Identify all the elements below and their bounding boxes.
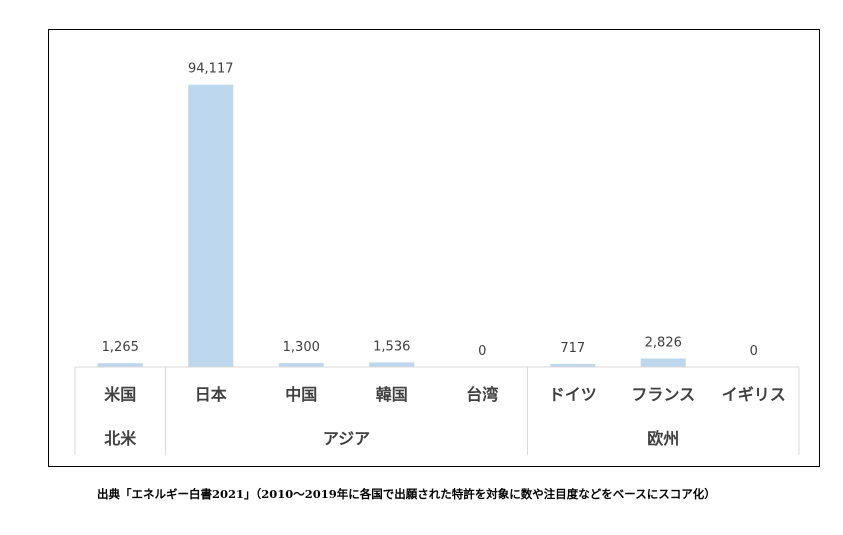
bar-1 [97, 363, 143, 367]
data-label-5: 0 [478, 344, 486, 359]
bar-2 [188, 84, 234, 368]
data-label-8: 0 [750, 344, 758, 359]
data-label-7: 2,826 [645, 336, 682, 351]
data-label-6: 717 [560, 341, 585, 356]
chart-frame: 1,265 94,117 1,300 1,536 0 717 2,826 0 米国 日本 中国 韓国 台… [48, 29, 820, 467]
group-label-2: アジア [323, 429, 370, 448]
group-label-1: 北米 [104, 429, 137, 448]
category-label-5: 台湾 [466, 385, 498, 404]
bar-7 [640, 358, 686, 367]
bar-6 [550, 364, 596, 367]
group-label-3: 欧州 [647, 429, 679, 448]
category-label-8: イギリス [722, 385, 786, 404]
bar-chart: 1,265 94,117 1,300 1,536 0 717 2,826 0 米国 日本 中国 韓国 台… [74, 62, 800, 455]
category-label-6: ドイツ [549, 385, 597, 404]
data-label-4: 1,536 [373, 339, 410, 354]
data-label-1: 1,265 [102, 340, 139, 355]
source-note: 出典「エネルギー白書2021」（2010～2019年に各国で出願された特許を対象… [97, 487, 716, 501]
category-label-3: 中国 [285, 385, 317, 404]
category-label-1: 米国 [104, 385, 136, 404]
data-label-2: 94,117 [188, 62, 234, 77]
data-label-3: 1,300 [283, 340, 320, 355]
bar-3 [278, 363, 324, 367]
category-label-7: フランス [631, 385, 695, 404]
bar-4 [369, 362, 415, 367]
category-label-2: 日本 [195, 385, 227, 404]
category-label-4: 韓国 [376, 385, 408, 404]
